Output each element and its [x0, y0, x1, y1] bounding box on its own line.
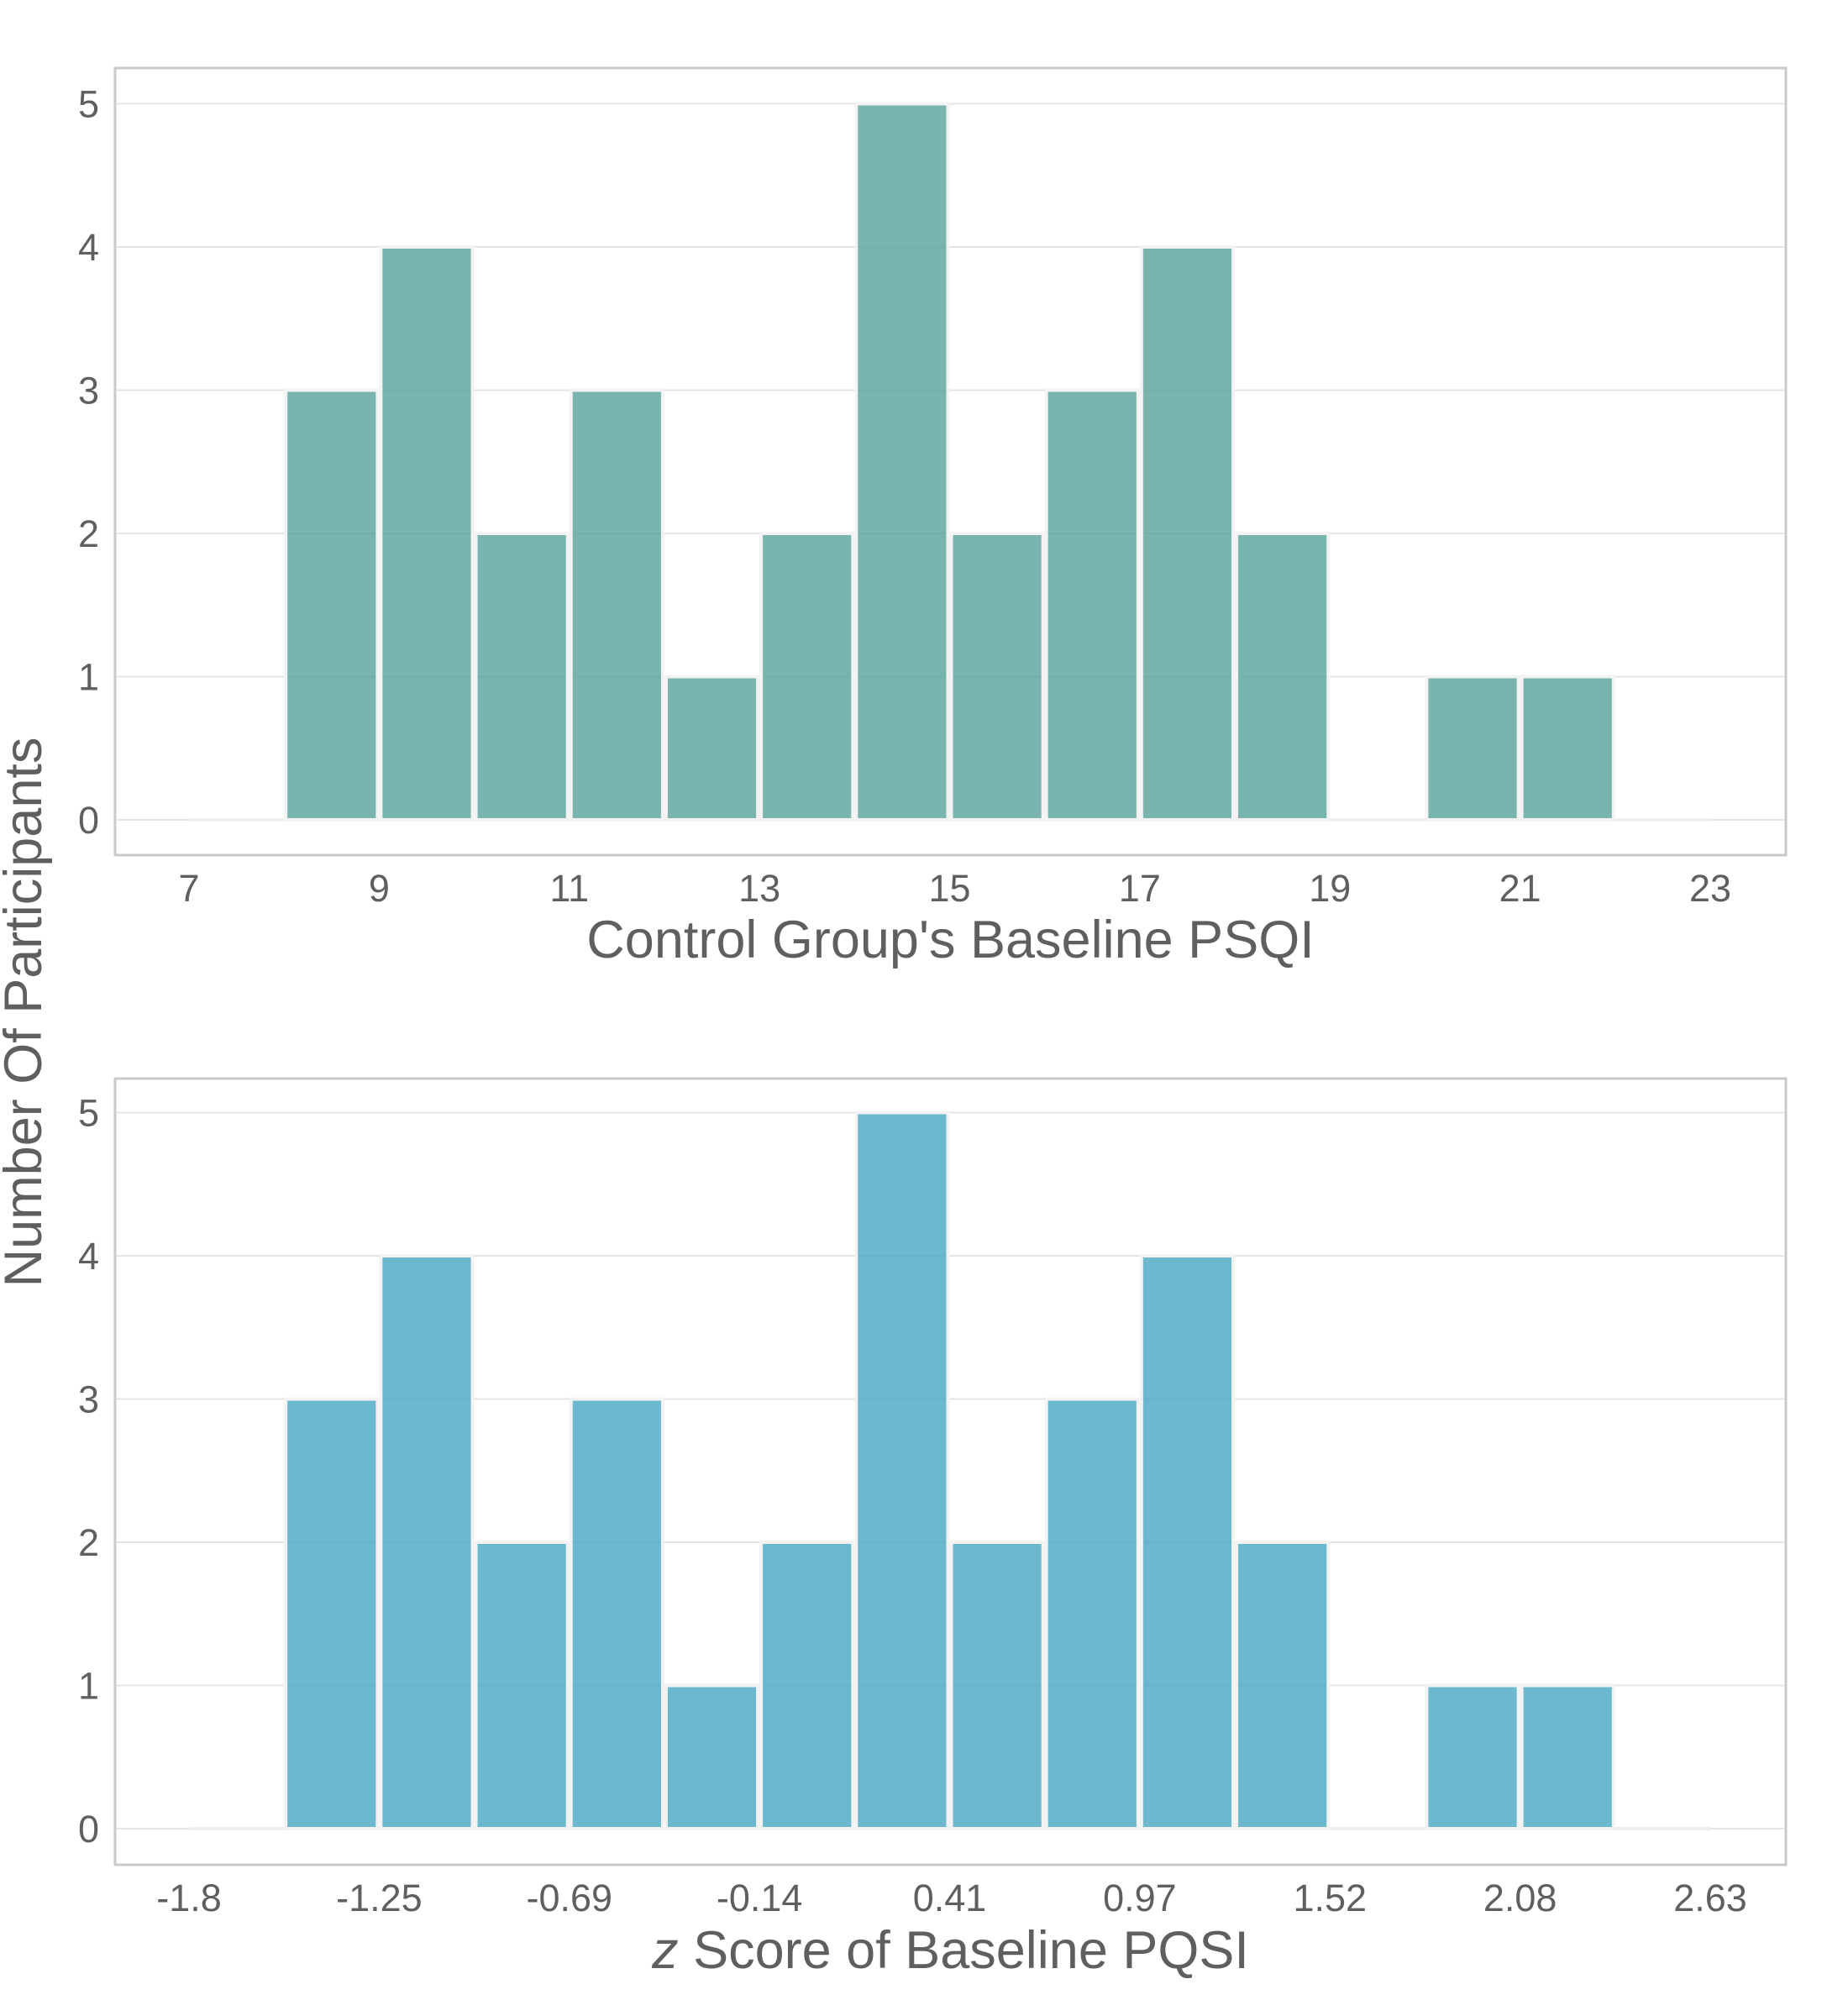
- y-tick-label: 4: [78, 1235, 99, 1278]
- y-tick-label: 2: [78, 512, 99, 555]
- x-tick-label: 0.97: [1103, 1877, 1177, 1919]
- histogram-bar: [949, 532, 1045, 822]
- x-tick-label: -1.25: [336, 1877, 423, 1919]
- histogram-bar: [664, 1683, 760, 1830]
- histogram-bar: [1044, 388, 1140, 822]
- histogram-bar: [664, 675, 760, 822]
- y-tick-label: 5: [78, 1092, 99, 1135]
- x-tick-label: 13: [738, 867, 780, 910]
- plot-frame: [113, 1077, 1788, 1866]
- y-tick-label: 3: [78, 1378, 99, 1421]
- y-tick-label: 1: [78, 656, 99, 699]
- y-tick-label: 0: [78, 1808, 99, 1851]
- histogram-bar: [1044, 1397, 1140, 1830]
- histogram-bar: [759, 1541, 855, 1830]
- x-tick-label: -0.69: [526, 1877, 612, 1919]
- x-tick-label: 11: [549, 867, 589, 910]
- y-tick-label: 3: [78, 370, 99, 412]
- histogram-bar: [1139, 1254, 1236, 1830]
- y-tick-label: 5: [78, 83, 99, 126]
- x-tick-label: 15: [928, 867, 970, 910]
- x-tick-label: -1.8: [156, 1877, 222, 1919]
- y-tick-label: 2: [78, 1521, 99, 1564]
- histogram-bar: [569, 388, 664, 822]
- histogram-bar: [854, 1110, 950, 1830]
- x-tick-label: -0.14: [717, 1877, 803, 1919]
- x-tick-label: 2.63: [1673, 1877, 1747, 1919]
- y-axis-title: Number Of Participants: [0, 738, 53, 1288]
- x-tick-label: 9: [369, 867, 390, 910]
- x-tick-label: 17: [1119, 867, 1161, 910]
- histogram-bar: [474, 532, 570, 822]
- x-tick-label: 1.52: [1293, 1877, 1367, 1919]
- histogram-bar: [1235, 1541, 1331, 1830]
- histogram-bar: [569, 1397, 664, 1830]
- x-tick-label: 0.41: [913, 1877, 987, 1919]
- z-score-psqi-histogram: 0 1 2 3 4 5 -1.8 -1.25 -0.69 -0.14 0.41 0.97 1.52 2.0…: [78, 1077, 1788, 1980]
- histogram-bar: [379, 245, 475, 822]
- x-tick-label: 19: [1309, 867, 1351, 910]
- x-tick-label: 2.08: [1483, 1877, 1557, 1919]
- x-axis-title-italic: z: [651, 1921, 679, 1980]
- histogram-bar: [1425, 675, 1520, 822]
- x-tick-label: 7: [178, 867, 199, 910]
- histogram-bar: [1520, 675, 1615, 822]
- histogram-bar: [1139, 245, 1236, 822]
- histogram-bar: [379, 1254, 475, 1830]
- histogram-bar: [474, 1541, 570, 1830]
- histogram-bar: [949, 1541, 1045, 1830]
- histogram-bar: [854, 102, 950, 822]
- histogram-bar: [1235, 532, 1331, 822]
- y-tick-label: 4: [78, 226, 99, 269]
- y-tick-label: 0: [78, 799, 99, 842]
- x-tick-label: 21: [1499, 867, 1541, 910]
- histogram-bar: [284, 1397, 380, 1830]
- y-tick-label: 1: [78, 1665, 99, 1708]
- plot-frame: [113, 66, 1788, 857]
- x-axis-title: z Score of Baseline PQSI: [651, 1921, 1249, 1980]
- x-tick-label: 23: [1689, 867, 1731, 910]
- histogram-bar: [1520, 1683, 1615, 1830]
- x-axis-title: Control Group's Baseline PSQI: [586, 911, 1314, 969]
- histogram-bar: [759, 532, 855, 822]
- x-axis-title-text: Score of Baseline PQSI: [679, 1921, 1249, 1980]
- histogram-bar: [284, 388, 380, 822]
- histogram-bar: [1425, 1683, 1520, 1830]
